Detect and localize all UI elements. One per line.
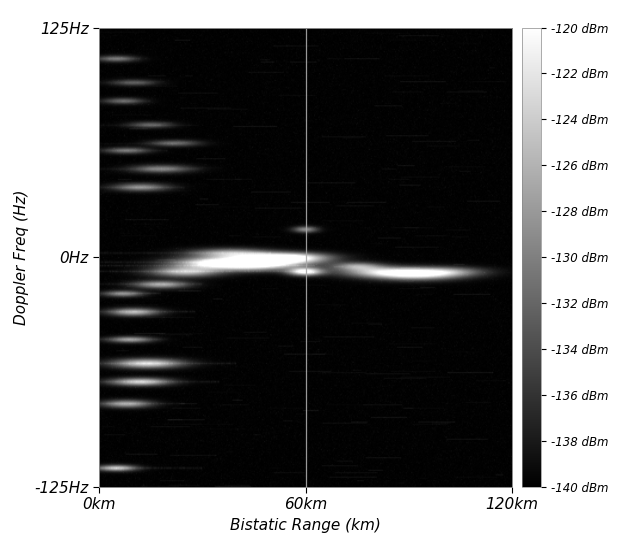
X-axis label: Bistatic Range (km): Bistatic Range (km) [230,518,381,533]
Y-axis label: Doppler Freq (Hz): Doppler Freq (Hz) [14,189,29,325]
